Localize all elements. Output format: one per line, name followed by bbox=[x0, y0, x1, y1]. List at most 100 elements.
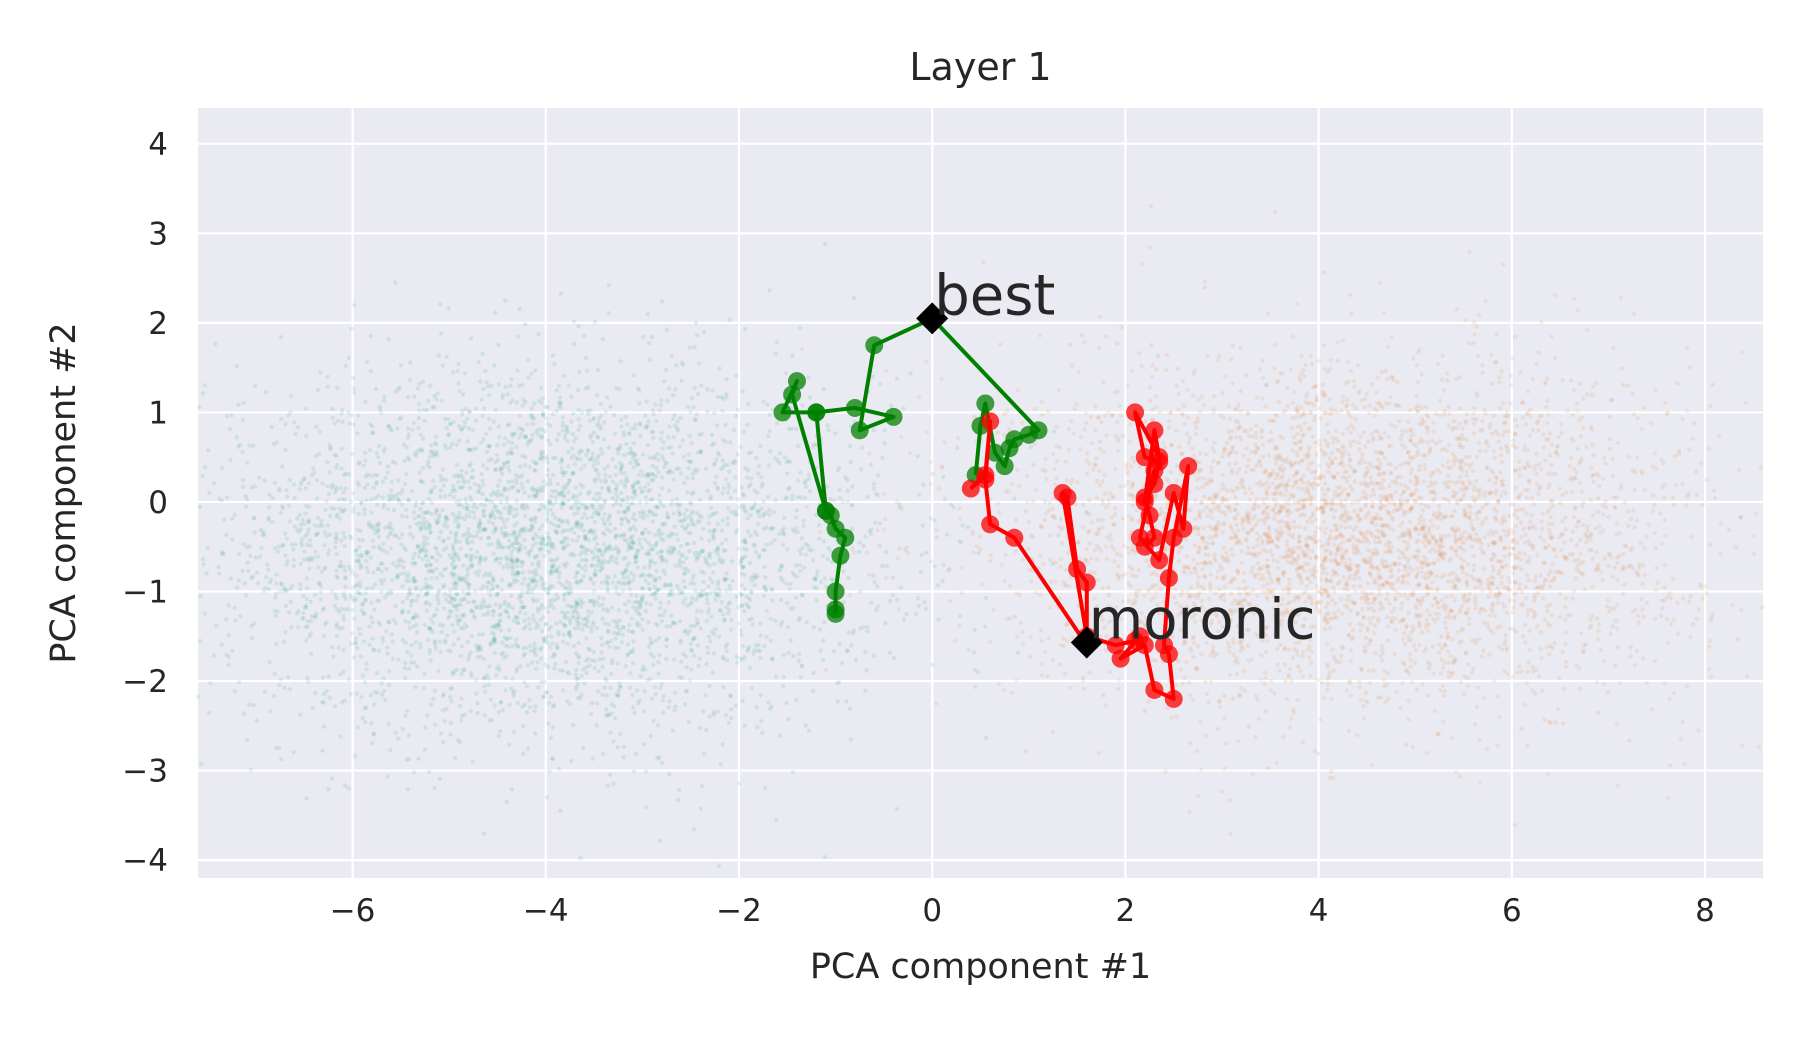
cloud-point bbox=[557, 395, 563, 400]
cloud-point bbox=[338, 485, 343, 491]
cloud-point bbox=[375, 502, 380, 507]
cloud-point bbox=[681, 579, 686, 584]
cloud-point bbox=[481, 676, 487, 681]
cloud-point bbox=[462, 517, 468, 522]
cloud-point bbox=[640, 530, 645, 535]
cloud-point bbox=[667, 468, 672, 473]
cloud-point bbox=[446, 648, 451, 653]
cloud-point bbox=[627, 545, 633, 550]
cloud-point bbox=[482, 503, 488, 508]
cloud-point bbox=[1407, 652, 1413, 657]
cloud-point bbox=[686, 530, 691, 536]
cloud-point bbox=[868, 531, 874, 537]
cloud-point bbox=[244, 544, 250, 550]
cloud-point bbox=[669, 353, 674, 358]
cloud-point bbox=[378, 407, 383, 412]
cloud-point bbox=[797, 548, 802, 553]
cloud-point bbox=[698, 626, 703, 631]
cloud-point bbox=[550, 559, 555, 564]
cloud-point bbox=[404, 578, 409, 583]
cloud-point bbox=[576, 580, 581, 585]
cloud-point bbox=[640, 586, 645, 591]
cloud-point bbox=[226, 662, 231, 667]
cloud-point bbox=[482, 600, 487, 605]
cloud-point bbox=[263, 585, 268, 591]
cloud-point bbox=[650, 408, 656, 413]
cloud-point bbox=[300, 536, 305, 542]
cloud-point bbox=[356, 413, 361, 418]
cloud-point bbox=[609, 605, 615, 610]
cloud-point bbox=[461, 477, 466, 483]
cloud-point bbox=[482, 713, 487, 718]
cloud-point bbox=[614, 590, 619, 595]
cloud-point bbox=[563, 486, 568, 491]
cloud-point bbox=[625, 563, 630, 569]
cloud-point bbox=[324, 620, 329, 625]
cloud-point bbox=[630, 577, 636, 583]
cloud-point bbox=[408, 591, 414, 597]
cloud-point bbox=[798, 551, 804, 556]
cloud-point bbox=[474, 549, 480, 555]
cloud-point bbox=[404, 757, 409, 762]
cloud-point bbox=[455, 524, 460, 529]
cloud-point bbox=[561, 472, 566, 478]
cloud-point bbox=[575, 676, 580, 681]
cloud-point bbox=[743, 540, 748, 545]
cloud-point bbox=[848, 737, 854, 742]
cloud-point bbox=[1408, 479, 1413, 484]
cloud-point bbox=[491, 624, 497, 629]
cloud-point bbox=[520, 589, 525, 594]
cloud-point bbox=[621, 572, 626, 577]
cloud-point bbox=[495, 489, 501, 494]
cloud-point bbox=[759, 506, 764, 511]
cloud-point bbox=[354, 547, 359, 553]
cloud-point bbox=[656, 636, 662, 641]
cloud-point bbox=[582, 535, 588, 540]
cloud-point bbox=[383, 475, 388, 481]
cloud-point bbox=[570, 614, 575, 619]
cloud-point bbox=[249, 636, 255, 641]
cloud-point bbox=[527, 626, 533, 632]
cloud-point bbox=[1458, 474, 1463, 479]
cloud-point bbox=[486, 383, 491, 389]
cloud-point bbox=[473, 418, 479, 423]
cloud-point bbox=[633, 422, 638, 428]
cloud-point bbox=[584, 558, 590, 563]
cloud-point bbox=[432, 786, 437, 791]
cloud-point bbox=[444, 545, 449, 550]
cloud-point bbox=[1233, 495, 1238, 500]
cloud-point bbox=[678, 502, 683, 507]
cloud-point bbox=[520, 724, 526, 729]
cloud-point bbox=[1274, 760, 1279, 766]
cloud-point bbox=[576, 499, 581, 505]
cloud-point bbox=[493, 407, 498, 413]
cloud-point bbox=[594, 599, 599, 605]
cloud-point bbox=[364, 359, 370, 364]
cloud-point bbox=[380, 495, 385, 500]
cloud-point bbox=[759, 474, 764, 480]
cloud-point bbox=[307, 566, 312, 571]
cloud-point bbox=[614, 386, 619, 391]
cloud-point bbox=[384, 567, 389, 572]
cloud-point bbox=[453, 488, 458, 494]
cloud-point bbox=[618, 684, 623, 689]
cloud-point bbox=[755, 573, 760, 578]
cloud-point bbox=[478, 556, 483, 561]
cloud-point bbox=[334, 568, 339, 573]
cloud-point bbox=[499, 466, 504, 471]
cloud-point bbox=[725, 516, 730, 521]
cloud-point bbox=[395, 491, 400, 497]
cloud-point bbox=[697, 497, 703, 502]
cloud-point bbox=[815, 569, 820, 574]
cloud-point bbox=[616, 446, 621, 452]
cloud-point bbox=[743, 509, 749, 515]
cloud-point bbox=[734, 373, 739, 378]
cloud-point bbox=[723, 477, 729, 482]
cloud-point bbox=[637, 698, 642, 703]
cloud-point bbox=[262, 532, 267, 538]
cloud-point bbox=[1563, 664, 1569, 669]
cloud-point bbox=[418, 549, 423, 554]
cloud-point bbox=[220, 466, 225, 471]
cloud-point bbox=[330, 644, 335, 650]
cloud-point bbox=[575, 457, 580, 462]
